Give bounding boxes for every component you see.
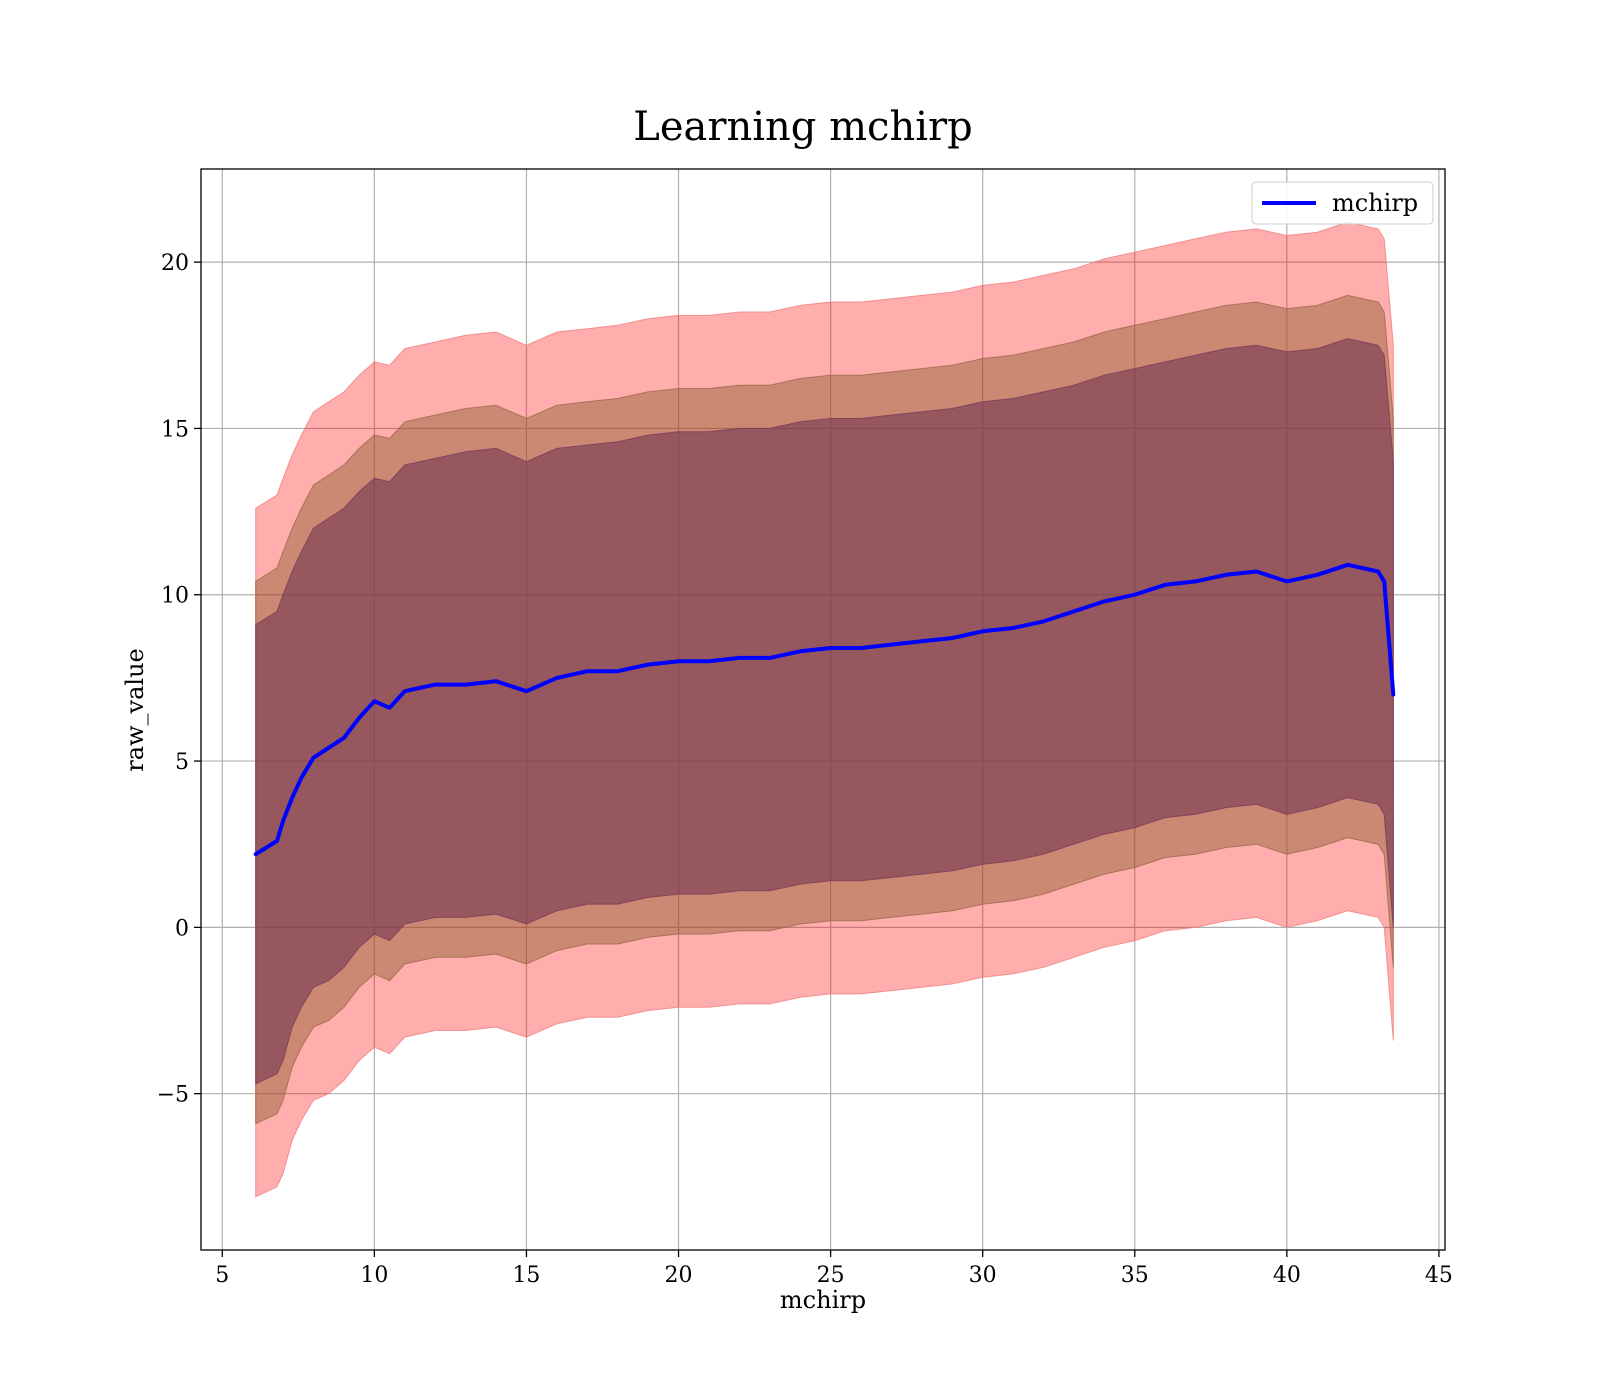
x-tick-label: 30 (969, 1263, 997, 1288)
y-axis-label: raw_value (121, 648, 149, 772)
y-tick-label: 10 (161, 584, 189, 609)
plot-frame (200, 168, 1446, 1251)
x-tick-label: 25 (817, 1263, 845, 1288)
x-tick-label: 10 (360, 1263, 388, 1288)
y-tick-label: 0 (175, 916, 189, 941)
legend-box (1251, 181, 1434, 225)
legend-label-mchirp: mchirp (1332, 189, 1418, 217)
y-axis-ticks: −5 0 5 10 15 20 (157, 251, 201, 1108)
x-tick-label: 5 (215, 1263, 229, 1288)
x-tick-label: 45 (1425, 1263, 1453, 1288)
x-tick-label: 15 (512, 1263, 540, 1288)
x-axis-label: mchirp (780, 1286, 866, 1314)
x-axis-ticks: 5 10 15 20 25 30 35 40 45 (215, 1250, 1453, 1288)
series-line-mchirp (253, 562, 1396, 857)
y-tick-label: 15 (161, 417, 189, 442)
band-inner (255, 338, 1394, 1085)
x-tick-label: 20 (665, 1263, 693, 1288)
x-tick-label: 35 (1121, 1263, 1149, 1288)
confidence-bands (255, 221, 1394, 1198)
y-tick-label: 5 (175, 750, 189, 775)
chart-title: Learning mchirp (633, 104, 972, 150)
y-tick-label: −5 (157, 1083, 189, 1108)
series-lines (253, 562, 1396, 857)
y-tick-label: 20 (161, 251, 189, 276)
legend: mchirp (1251, 181, 1434, 225)
x-tick-label: 40 (1273, 1263, 1301, 1288)
